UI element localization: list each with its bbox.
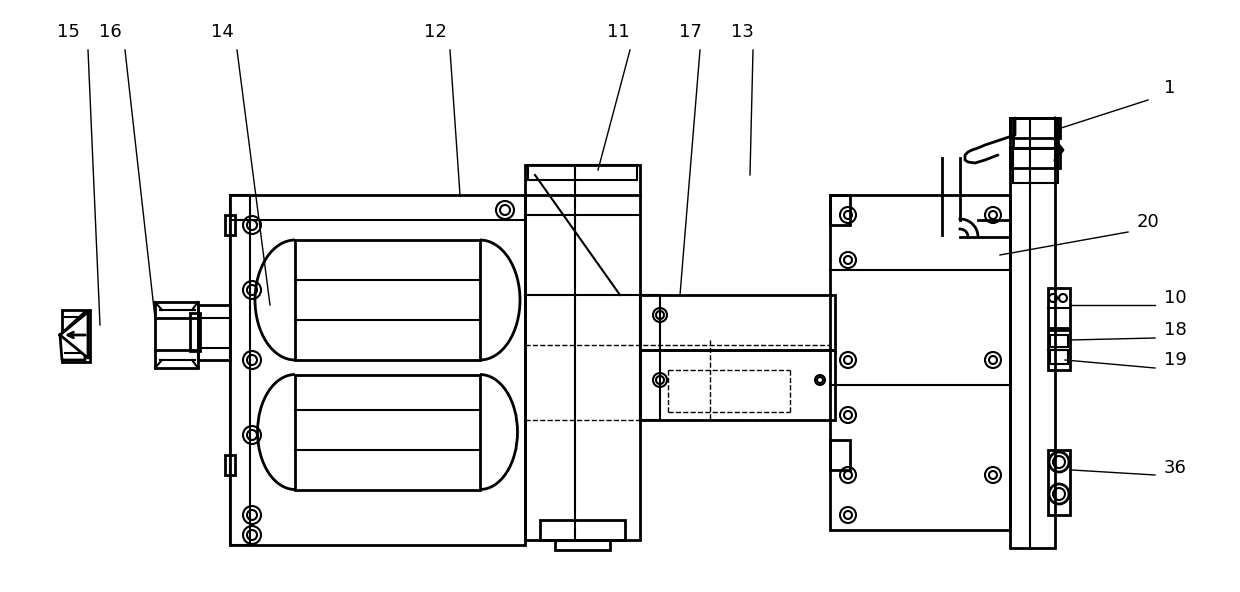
Bar <box>224 215 236 235</box>
Text: 11: 11 <box>606 23 630 41</box>
Bar <box>1011 148 1060 168</box>
Bar <box>830 195 1011 530</box>
Bar <box>295 240 480 360</box>
Bar <box>640 350 835 420</box>
Bar <box>62 310 91 362</box>
Text: 1: 1 <box>1164 79 1176 97</box>
Text: 18: 18 <box>1163 321 1187 339</box>
Bar <box>198 305 229 360</box>
Text: 16: 16 <box>99 23 122 41</box>
Bar <box>1013 148 1058 183</box>
Bar <box>1048 288 1070 328</box>
Text: 10: 10 <box>1163 289 1187 307</box>
Text: 12: 12 <box>424 23 446 41</box>
Bar <box>528 165 637 180</box>
Bar <box>229 195 250 545</box>
Bar <box>229 195 525 545</box>
Text: 36: 36 <box>1163 459 1187 477</box>
Bar <box>295 375 480 490</box>
Bar <box>190 313 200 351</box>
Text: 14: 14 <box>211 23 233 41</box>
Bar <box>1011 118 1055 548</box>
Polygon shape <box>60 312 86 360</box>
Bar <box>640 295 835 350</box>
Bar <box>1048 450 1070 515</box>
Text: 19: 19 <box>1163 351 1187 369</box>
Bar <box>1013 118 1058 148</box>
Text: 17: 17 <box>678 23 702 41</box>
Polygon shape <box>60 312 88 358</box>
Bar <box>1048 330 1070 370</box>
Text: 20: 20 <box>1137 213 1159 231</box>
Bar <box>556 540 610 550</box>
Bar <box>1050 335 1068 347</box>
Bar <box>1011 118 1060 138</box>
Text: 13: 13 <box>730 23 754 41</box>
Bar <box>525 165 640 540</box>
Bar <box>539 520 625 540</box>
Text: 15: 15 <box>57 23 79 41</box>
Bar <box>830 195 849 225</box>
Bar <box>224 455 236 475</box>
Bar <box>155 302 198 368</box>
Bar <box>1050 350 1068 364</box>
Bar <box>830 440 849 470</box>
